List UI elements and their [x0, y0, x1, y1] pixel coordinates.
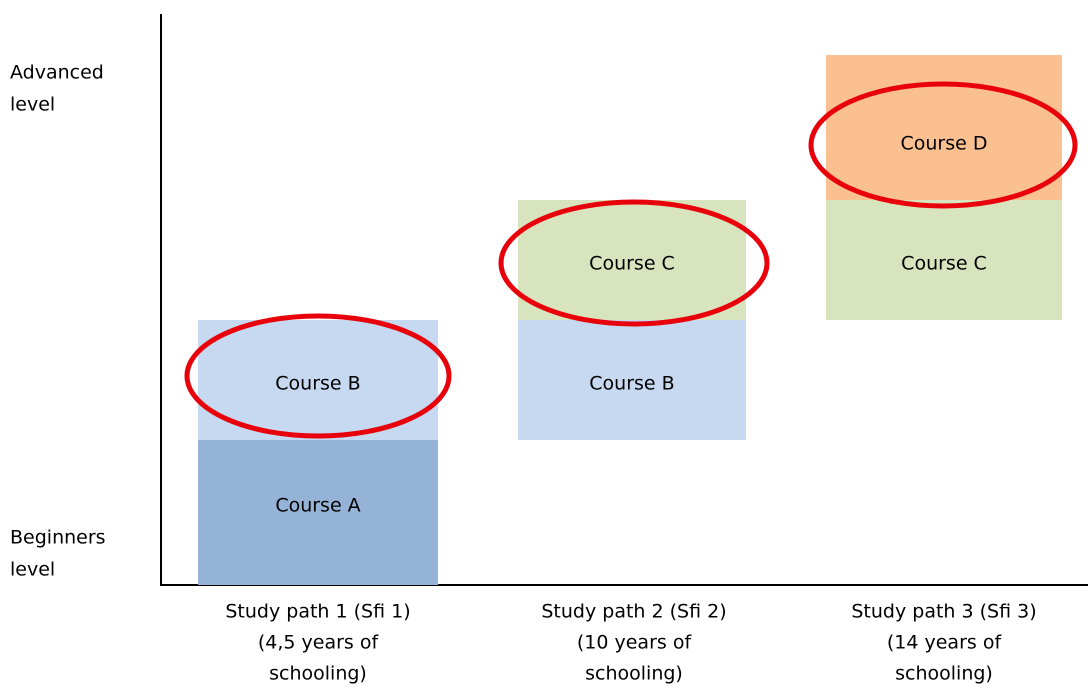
column-label: Study path 1 (Sfi 1) — [225, 601, 410, 623]
column-label: schooling) — [585, 663, 683, 685]
course-block — [198, 440, 438, 585]
column-label: Study path 3 (Sfi 3) — [851, 601, 1036, 623]
course-block — [198, 320, 438, 440]
course-label: Course A — [275, 495, 360, 517]
course-label: Course D — [900, 133, 987, 155]
highlight-ellipse — [498, 199, 770, 327]
course-label: Course B — [589, 373, 674, 395]
column-label: schooling) — [269, 663, 367, 685]
course-block — [518, 320, 746, 440]
course-block — [826, 55, 1062, 200]
column-label: Study path 2 (Sfi 2) — [541, 601, 726, 623]
axis-label: Beginners — [10, 527, 106, 549]
course-label: Course C — [589, 253, 675, 275]
column-label: (4,5 years of — [258, 632, 380, 654]
column-label: (14 years of — [887, 632, 1003, 654]
highlight-ellipse — [184, 313, 452, 439]
column-label: (10 years of — [577, 632, 693, 654]
axis-label: Advanced — [10, 62, 104, 84]
course-block — [518, 200, 746, 320]
axis-label: level — [10, 559, 55, 581]
course-block — [826, 200, 1062, 320]
column-label: schooling) — [895, 663, 993, 685]
axis-label: level — [10, 94, 55, 116]
highlight-ellipse — [808, 81, 1078, 209]
course-label: Course B — [275, 373, 360, 395]
course-label: Course C — [901, 253, 987, 275]
